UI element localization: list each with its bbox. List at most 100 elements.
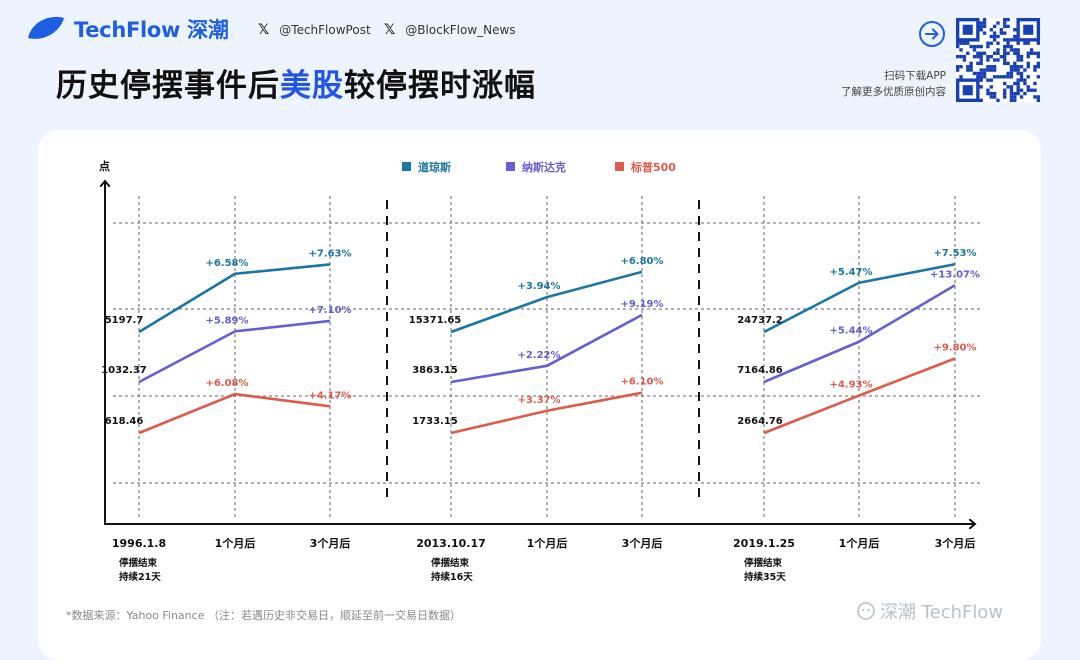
qr-module [1003, 91, 1007, 96]
pct-label-1m: +3.94% [517, 281, 560, 292]
legend-swatch [615, 162, 624, 171]
qr-module [1009, 95, 1014, 99]
qr-module [996, 75, 1000, 79]
qr-module [1026, 75, 1030, 79]
x-date-label: 2019.1.25 [733, 537, 795, 550]
qr-module [1019, 71, 1024, 76]
qr-module [976, 71, 980, 76]
qr-module [986, 91, 990, 96]
series-line [450, 313, 643, 384]
qr-module [969, 65, 973, 69]
qr-module [1019, 78, 1024, 82]
qr-module [1026, 51, 1030, 55]
qr-module [1013, 98, 1017, 102]
qr-module [989, 54, 993, 59]
qr-module [986, 41, 990, 45]
qr-finder-center [1023, 24, 1034, 35]
qr-finder-center [962, 85, 973, 96]
qr-module [956, 54, 960, 59]
qr-module [982, 75, 987, 79]
qr-module [1016, 71, 1020, 76]
qr-module [1016, 91, 1020, 96]
qr-module [966, 41, 970, 45]
qr-module [1029, 51, 1034, 55]
qr-module [1026, 65, 1030, 69]
qr-module [989, 28, 993, 32]
qr-module [979, 75, 983, 79]
qr-module [1006, 51, 1010, 55]
qr-module [999, 54, 1004, 59]
qr-module [1009, 65, 1014, 69]
qr-module [1026, 85, 1030, 89]
base-value-label: 7164.86 [737, 365, 783, 376]
app-promo-line: 了解更多优质原创内容 [841, 86, 946, 98]
qr-module [1006, 24, 1010, 29]
y-axis-label: 点 [99, 159, 110, 173]
qr-module [1003, 38, 1007, 42]
qr-module [1013, 81, 1017, 86]
qr-module [1003, 31, 1007, 35]
qr-module [992, 24, 997, 29]
qr-module [992, 31, 997, 35]
qr-code-icon[interactable] [956, 18, 1040, 102]
qr-module [1016, 54, 1020, 59]
qr-module [1013, 91, 1017, 96]
qr-module [1006, 71, 1010, 76]
qr-module [1003, 51, 1007, 55]
qr-module [979, 71, 983, 76]
base-value-label: 3863.15 [412, 365, 458, 376]
qr-module [979, 54, 983, 59]
qr-module [989, 68, 993, 72]
qr-module [1003, 81, 1007, 86]
x-icon: 𝕏 [258, 22, 270, 38]
qr-module [986, 78, 990, 82]
qr-module [1023, 78, 1027, 82]
social-handle-techflow[interactable]: 𝕏 @TechFlowPost [258, 22, 371, 38]
qr-module [972, 71, 977, 76]
x-note-label: 持续16天 [431, 571, 473, 583]
x-tick-label: 3个月后 [622, 536, 663, 550]
qr-module [1029, 48, 1034, 52]
pct-label-3m: +6.80% [620, 256, 663, 267]
x-date-label: 1996.1.8 [112, 537, 166, 550]
qr-module [1033, 81, 1037, 86]
qr-module [1016, 81, 1020, 86]
qr-module [1009, 88, 1014, 92]
qr-module [1019, 95, 1024, 99]
qr-module [1009, 91, 1014, 96]
pct-label-3m: +7.53% [933, 248, 976, 259]
qr-module [1026, 88, 1030, 92]
qr-module [1003, 88, 1007, 92]
series-line [763, 284, 956, 384]
pct-label-3m: +13.07% [930, 269, 980, 280]
arrow-right-circle-icon[interactable] [918, 20, 946, 48]
brand-logo: TechFlow 深潮 [26, 14, 229, 44]
qr-module [986, 44, 990, 49]
x-note-label: 停摆结束 [744, 557, 783, 569]
qr-module [972, 54, 977, 59]
qr-module [1009, 71, 1014, 76]
qr-module [976, 54, 980, 59]
social-handle-blockflow[interactable]: 𝕏 @BlockFlow_News [384, 22, 516, 38]
qr-module [1013, 34, 1017, 39]
qr-module [1016, 88, 1020, 92]
chart-legend: 道琼斯 纳斯达克 标普500 [402, 160, 676, 174]
app-promo-text: 扫码下载APP 了解更多优质原创内容 [841, 68, 946, 100]
qr-module [979, 28, 983, 32]
x-tick-label: 3个月后 [935, 536, 976, 550]
qr-module [1013, 48, 1017, 52]
qr-module [1023, 91, 1027, 96]
qr-module [1009, 48, 1014, 52]
base-value-label: 2664.76 [737, 416, 783, 427]
qr-module [1013, 68, 1017, 72]
qr-module [979, 58, 983, 62]
qr-module [1019, 58, 1024, 62]
qr-module [982, 18, 987, 22]
title-highlight: 美股 [280, 68, 344, 104]
legend-label: 道琼斯 [418, 160, 451, 174]
base-value-label: 618.46 [105, 416, 144, 427]
series-line [763, 262, 956, 334]
qr-module [982, 31, 987, 35]
qr-module [976, 44, 980, 49]
qr-module [1013, 95, 1017, 99]
